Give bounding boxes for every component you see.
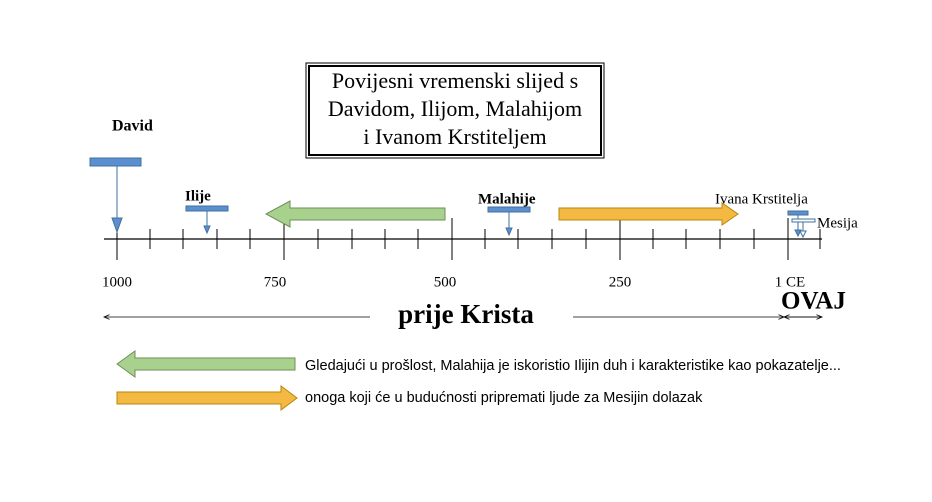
era-label: OVAJ [781, 288, 846, 315]
backward-arrow [264, 200, 446, 228]
axis-label: 1000 [102, 274, 132, 290]
axis-label: 500 [434, 274, 457, 290]
marker-label: Ivana Krstitelja [715, 191, 808, 207]
forward-arrow [558, 202, 739, 226]
marker-arrow [203, 225, 211, 235]
title-line: Povijesni vremenski slijed s [332, 68, 578, 93]
legend-text: onoga koji će u budućnosti pripremati lj… [305, 390, 703, 406]
marker-label: Malahije [478, 191, 536, 207]
marker-label: Mesija [817, 215, 858, 231]
marker-bar [487, 206, 531, 213]
marker-arrow [111, 217, 123, 234]
legend-arrow [116, 385, 298, 411]
marker-bar [185, 205, 229, 212]
title-line: i Ivanom Krstiteljem [363, 124, 546, 149]
axis-label: 750 [264, 274, 287, 290]
marker-bar [89, 157, 142, 167]
marker-arrow [794, 229, 802, 238]
marker-bar [791, 218, 816, 223]
ticks [116, 218, 821, 260]
axis-label: 250 [609, 274, 632, 290]
era-label: prije Krista [398, 299, 534, 329]
title-line: Davidom, Ilijom, Malahijom [328, 96, 582, 121]
legend-arrow [116, 350, 296, 378]
legend-text: Gledajući u prošlost, Malahija je iskori… [305, 358, 841, 374]
marker-arrow [505, 227, 513, 237]
title-box-inner [308, 65, 602, 156]
axis-label: 1 CE [775, 274, 805, 290]
marker-bar [787, 210, 809, 216]
title-box [305, 62, 605, 159]
marker-arrow [799, 230, 807, 239]
marker-label: Ilije [185, 188, 211, 204]
marker-label: David [112, 118, 153, 135]
